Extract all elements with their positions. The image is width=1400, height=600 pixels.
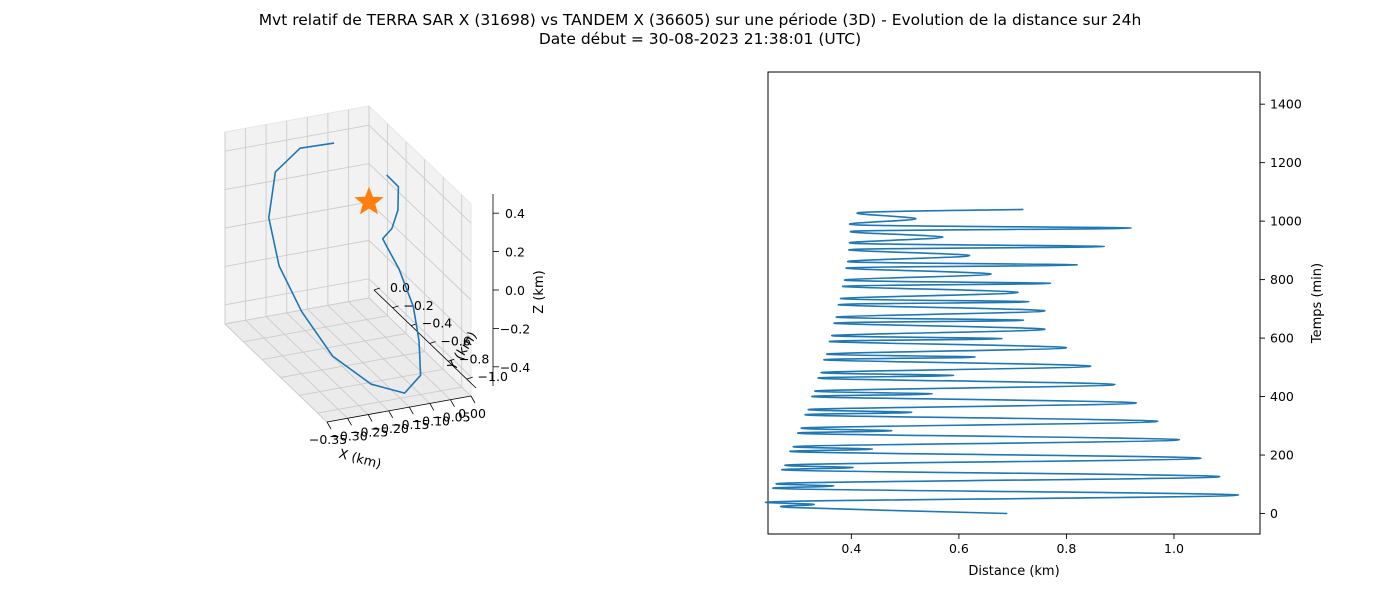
y-axis-label-2d: Temps (min) bbox=[1310, 263, 1325, 344]
x-tick-label-3d: −0.25 bbox=[350, 425, 388, 440]
x-tick-label-3d: −0.10 bbox=[412, 413, 450, 428]
y-tick-label-3d: 0.0 bbox=[390, 280, 410, 295]
grid-3d bbox=[224, 106, 472, 423]
grid-line-y bbox=[317, 195, 463, 414]
x-axis-label-2d: Distance (km) bbox=[968, 564, 1059, 579]
grid-line-y bbox=[243, 123, 388, 343]
x-tick-label-3d: −0.20 bbox=[371, 421, 409, 436]
grid-line-z bbox=[224, 239, 472, 339]
y-tick-3d bbox=[429, 341, 436, 344]
x-tick-3d bbox=[347, 418, 352, 426]
grid-line-y bbox=[280, 159, 426, 378]
y-tick-label-3d: −1.0 bbox=[478, 369, 508, 384]
y-ticks-2d: 0 200 400 600 800 1000 1200 1400 bbox=[1260, 97, 1302, 521]
grid-line-y bbox=[262, 141, 407, 361]
grid-line-z bbox=[224, 124, 472, 224]
y-tick-label-2d: 600 bbox=[1270, 331, 1294, 346]
y-tick-3d bbox=[392, 305, 399, 309]
x-ticks-2d: 0.4 0.6 0.8 1.0 bbox=[841, 534, 1184, 556]
ticks-3d: −0.35−0.30−0.25−0.20−0.15−0.10−0.050.00 0… bbox=[309, 206, 530, 447]
figure-title-line2: Date début = 30-08-2023 21:38:01 (UTC) bbox=[539, 30, 861, 48]
figure-title-line1: Mvt relatif de TERRA SAR X (31698) vs TA… bbox=[259, 11, 1142, 29]
x-tick-label-3d: −0.05 bbox=[432, 410, 470, 425]
plot-2d: 0.4 0.6 0.8 1.0 0 200 400 600 800 1000 1200 1400 D… bbox=[765, 71, 1325, 579]
y-tick-3d bbox=[448, 358, 455, 362]
z-tick-label-3d: −0.4 bbox=[500, 360, 530, 375]
y-tick-label-3d: −0.4 bbox=[422, 316, 452, 331]
x-tick-3d bbox=[367, 414, 373, 422]
plot-3d: −0.35−0.30−0.25−0.20−0.15−0.10−0.050.00 0… bbox=[223, 104, 547, 473]
y-tick-label-3d: −0.2 bbox=[403, 298, 433, 313]
grid-line-y bbox=[299, 177, 444, 396]
x-tick-label-3d: −0.35 bbox=[309, 432, 347, 447]
y-tick-3d bbox=[466, 376, 473, 380]
x-tick-3d bbox=[408, 406, 414, 415]
star-marker bbox=[354, 186, 384, 215]
z-tick-label-3d: 0.4 bbox=[505, 206, 525, 221]
y-axis-line-3d bbox=[373, 289, 477, 389]
grid-line-y bbox=[224, 106, 370, 325]
y-tick-label-3d: −0.8 bbox=[459, 351, 489, 366]
x-tick-label-3d: 0.00 bbox=[458, 406, 486, 421]
x-tick-3d bbox=[429, 403, 435, 411]
series-2d bbox=[765, 208, 1240, 515]
x-tick-3d bbox=[326, 421, 332, 430]
y-tick-label-2d: 800 bbox=[1270, 272, 1294, 287]
series-3d bbox=[267, 142, 422, 394]
x-axis-label-3d: X (km) bbox=[337, 447, 383, 473]
y-tick-label-2d: 200 bbox=[1270, 448, 1294, 463]
x-tick-3d bbox=[388, 410, 394, 419]
y-tick-label-2d: 0 bbox=[1270, 506, 1278, 521]
y-tick-label-3d: −0.6 bbox=[440, 333, 470, 348]
y-tick-label-2d: 1400 bbox=[1270, 97, 1302, 112]
z-tick-label-3d: 0.2 bbox=[505, 245, 525, 260]
z-axis-label-3d: Z (km) bbox=[532, 270, 547, 313]
series-line-2d bbox=[765, 208, 1240, 515]
x-tick-label-2d: 0.6 bbox=[949, 541, 969, 556]
y-tick-label-2d: 1000 bbox=[1270, 214, 1302, 229]
z-tick-label-3d: −0.2 bbox=[500, 321, 530, 336]
y-tick-label-2d: 1200 bbox=[1270, 155, 1302, 170]
plot-frame-2d bbox=[767, 71, 1261, 535]
x-tick-label-3d: −0.30 bbox=[329, 428, 367, 443]
x-tick-label-2d: 0.8 bbox=[1056, 541, 1076, 556]
z-tick-label-3d: 0.0 bbox=[505, 283, 525, 298]
y-tick-label-2d: 400 bbox=[1270, 389, 1294, 404]
x-tick-label-2d: 1.0 bbox=[1164, 541, 1184, 556]
x-tick-label-3d: −0.15 bbox=[391, 417, 429, 432]
x-tick-3d bbox=[450, 399, 455, 407]
grid-line-z bbox=[224, 163, 472, 262]
x-tick-label-2d: 0.4 bbox=[841, 541, 861, 556]
x-tick-3d bbox=[470, 395, 476, 404]
y-tick-3d bbox=[373, 287, 381, 291]
series-line-3d bbox=[267, 142, 422, 394]
x-axis-line-3d bbox=[326, 395, 472, 423]
grid-line-z bbox=[224, 278, 472, 378]
